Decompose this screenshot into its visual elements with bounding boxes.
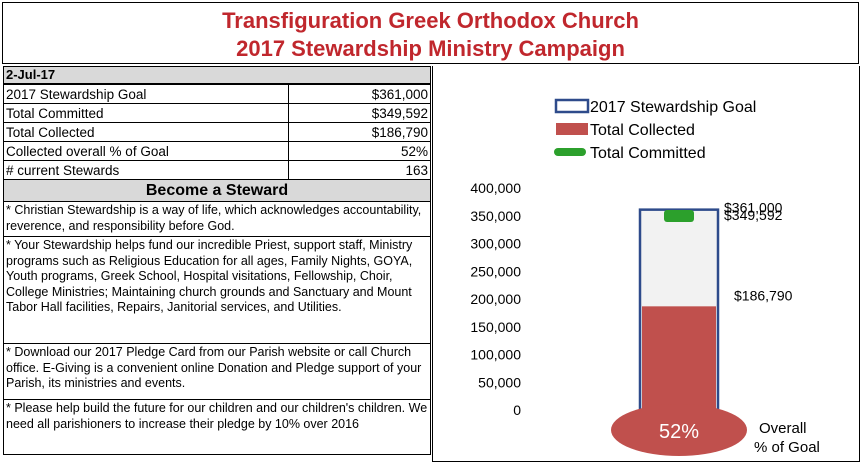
chart-svg: 2017 Stewardship Goal Total Collected To… bbox=[470, 98, 820, 456]
y-tick-label: 350,000 bbox=[470, 208, 521, 224]
row-label: Total Collected bbox=[3, 122, 289, 142]
y-tick-label: 50,000 bbox=[478, 374, 521, 390]
bars bbox=[638, 208, 720, 412]
y-axis: 0 50,000 100,000 150,000 200,000 250,000 300,0… bbox=[470, 180, 521, 418]
table-row: Total Collected $186,790 bbox=[3, 122, 431, 142]
legend-committed-label: Total Committed bbox=[590, 145, 706, 162]
row-value: $349,592 bbox=[288, 103, 431, 123]
row-label: # current Stewards bbox=[3, 160, 289, 180]
steward-paragraph: * Christian Stewardship is a way of life… bbox=[3, 202, 431, 237]
legend-collected-swatch bbox=[556, 123, 588, 135]
goal-data-label: $361,000 bbox=[724, 200, 783, 216]
steward-paragraph: * Download our 2017 Pledge Card from our… bbox=[3, 344, 431, 400]
thermometer-chart: 2017 Stewardship Goal Total Collected To… bbox=[432, 66, 860, 462]
overall-label: Overall bbox=[759, 420, 807, 437]
thermometer-bulb bbox=[611, 404, 747, 456]
committed-data-label: $349,592 bbox=[724, 207, 783, 223]
percent-of-goal-label: % of Goal bbox=[754, 439, 820, 456]
table-row: 2017 Stewardship Goal $361,000 bbox=[3, 84, 431, 104]
y-tick-label: 200,000 bbox=[470, 291, 521, 307]
y-tick-label: 0 bbox=[513, 402, 521, 418]
report-date: 2-Jul-17 bbox=[3, 66, 431, 84]
row-label: Total Committed bbox=[3, 103, 289, 123]
bulb-percent-label: 52% bbox=[659, 421, 699, 443]
collected-data-label: $186,790 bbox=[734, 287, 793, 303]
collected-bar bbox=[642, 306, 716, 410]
y-tick-label: 250,000 bbox=[470, 263, 521, 279]
table-row: # current Stewards 163 bbox=[3, 160, 431, 180]
campaign-title: 2017 Stewardship Ministry Campaign bbox=[236, 36, 625, 61]
summary-table: 2017 Stewardship Goal $361,000 Total Com… bbox=[3, 84, 431, 180]
steward-paragraph: * Please help build the future for our c… bbox=[3, 400, 431, 455]
legend: 2017 Stewardship Goal Total Collected To… bbox=[554, 98, 756, 162]
summary-panel: 2-Jul-17 2017 Stewardship Goal $361,000 … bbox=[3, 66, 431, 455]
y-tick-label: 400,000 bbox=[470, 180, 521, 196]
table-row: Collected overall % of Goal 52% bbox=[3, 141, 431, 161]
become-steward-heading: Become a Steward bbox=[3, 180, 431, 202]
row-value: 163 bbox=[288, 160, 431, 180]
legend-goal-label: 2017 Stewardship Goal bbox=[590, 99, 756, 116]
row-value: $186,790 bbox=[288, 122, 431, 142]
legend-collected-label: Total Collected bbox=[590, 122, 695, 139]
page-header: Transfiguration Greek Orthodox Church 20… bbox=[2, 2, 859, 64]
table-row: Total Committed $349,592 bbox=[3, 103, 431, 123]
steward-paragraph: * Your Stewardship helps fund our incred… bbox=[3, 237, 431, 344]
committed-marker bbox=[664, 209, 694, 222]
y-tick-label: 150,000 bbox=[470, 319, 521, 335]
legend-committed-swatch bbox=[554, 148, 586, 156]
y-tick-label: 300,000 bbox=[470, 236, 521, 252]
row-value: $361,000 bbox=[288, 84, 431, 104]
row-value: 52% bbox=[288, 141, 431, 161]
row-label: 2017 Stewardship Goal bbox=[3, 84, 289, 104]
legend-goal-swatch bbox=[554, 98, 590, 114]
church-title: Transfiguration Greek Orthodox Church bbox=[222, 8, 639, 33]
row-label: Collected overall % of Goal bbox=[3, 141, 289, 161]
y-tick-label: 100,000 bbox=[470, 347, 521, 363]
